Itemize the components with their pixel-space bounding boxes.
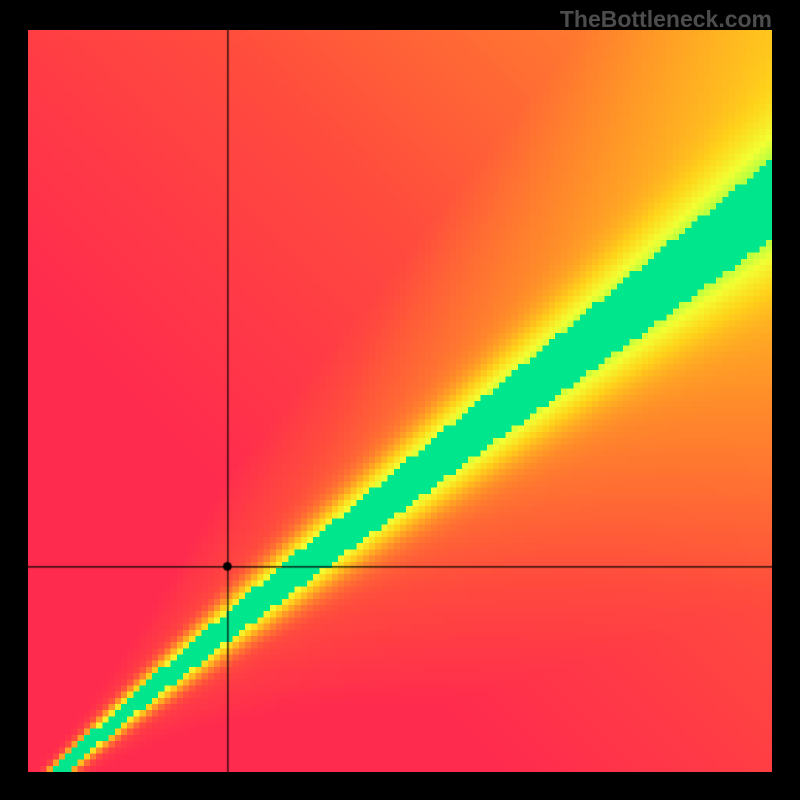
bottleneck-heatmap bbox=[28, 30, 772, 772]
chart-container: TheBottleneck.com bbox=[0, 0, 800, 800]
watermark-text: TheBottleneck.com bbox=[560, 6, 772, 33]
